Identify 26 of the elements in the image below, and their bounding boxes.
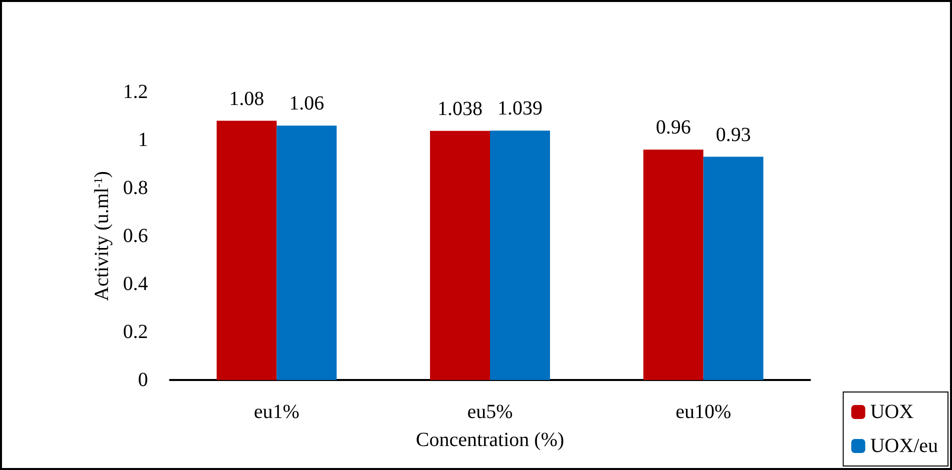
bar <box>430 130 490 380</box>
y-tick-label: 0.2 <box>123 321 148 343</box>
bar <box>216 120 277 380</box>
data-label: 1.038 <box>438 98 482 120</box>
bar <box>703 156 764 380</box>
x-tick-label: eu10% <box>676 401 732 423</box>
legend-label: UOX <box>870 401 914 423</box>
y-axis-title: Activity (u.ml-1) <box>91 171 114 301</box>
y-tick-label: 0.6 <box>123 225 148 247</box>
x-axis-title: Concentration (%) <box>416 429 564 451</box>
legend-label: UOX/eu <box>870 435 938 457</box>
data-label: 1.08 <box>229 88 264 110</box>
y-tick-label: 0.4 <box>123 273 148 295</box>
bar <box>643 150 704 380</box>
data-label: 1.039 <box>498 98 542 120</box>
y-tick-label: 0.8 <box>123 177 148 199</box>
y-tick-label: 0 <box>138 369 148 391</box>
bar <box>490 130 550 380</box>
y-tick-label: 1.2 <box>123 81 148 103</box>
y-tick-label: 1 <box>138 129 148 151</box>
data-label: 0.93 <box>716 124 751 146</box>
x-tick-label: eu1% <box>254 401 300 423</box>
x-tick-label: eu5% <box>467 401 513 423</box>
data-label: 1.06 <box>289 92 324 115</box>
bar <box>276 126 337 380</box>
data-label: 0.96 <box>656 116 691 139</box>
